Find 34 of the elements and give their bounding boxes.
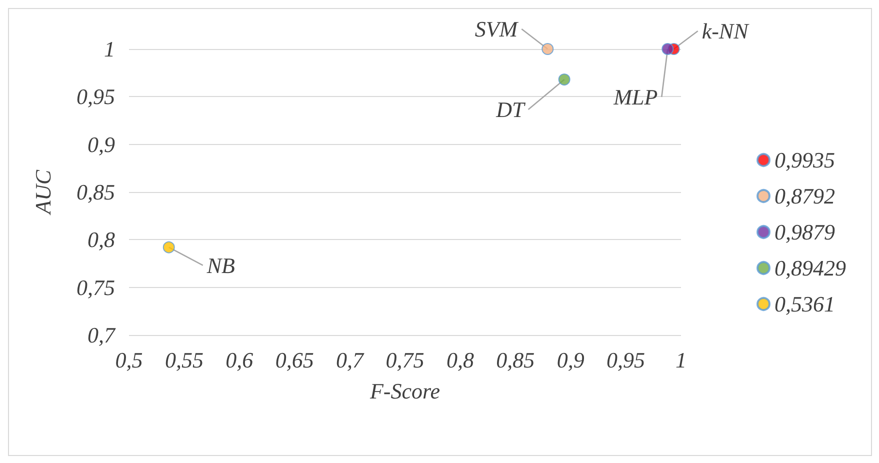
point [558,74,570,86]
legend-label: 0,9879 [774,220,835,244]
x-tick-label: 0,9 [556,348,584,372]
annotation: k-NN [702,18,750,44]
x-tick-label: 0,7 [336,348,365,372]
x-tick-label: 0,8 [446,348,474,372]
annotation: DT [495,97,526,122]
point [542,43,554,55]
y-tick-label: 0,85 [76,180,115,204]
y-axis-title: AUC [30,170,56,216]
x-tick-label: 0,95 [606,348,646,372]
annotation: MLP [612,84,658,110]
annotation: NB [206,252,235,278]
y-tick-label: 0,95 [76,84,115,110]
x-tick-label: 1 [676,348,686,372]
x-tick-label: 0,75 [386,348,424,372]
point [662,43,674,55]
legend-label: 0,89429 [774,256,846,280]
legend-label: 0,9935 [774,148,835,172]
x-tick-label: 0,55 [164,348,204,372]
x-tick-label: 0,85 [496,348,535,372]
legend-label: 0,5361 [774,292,835,316]
y-tick-label: 1 [104,36,115,62]
x-axis-title: F-Score [368,378,440,404]
y-tick-label: 0,75 [76,274,115,300]
x-tick-label: 0,5 [115,348,143,372]
x-tick-label: 0,65 [275,348,314,372]
y-tick-label: 0,9 [88,132,115,157]
annotation: SVM [474,16,520,42]
legend-label: 0,8792 [774,184,835,208]
point [162,241,175,254]
x-tick-label: 0,6 [226,348,254,372]
y-tick-label: 0,8 [88,227,115,252]
y-tick-label: 0,7 [88,322,116,348]
